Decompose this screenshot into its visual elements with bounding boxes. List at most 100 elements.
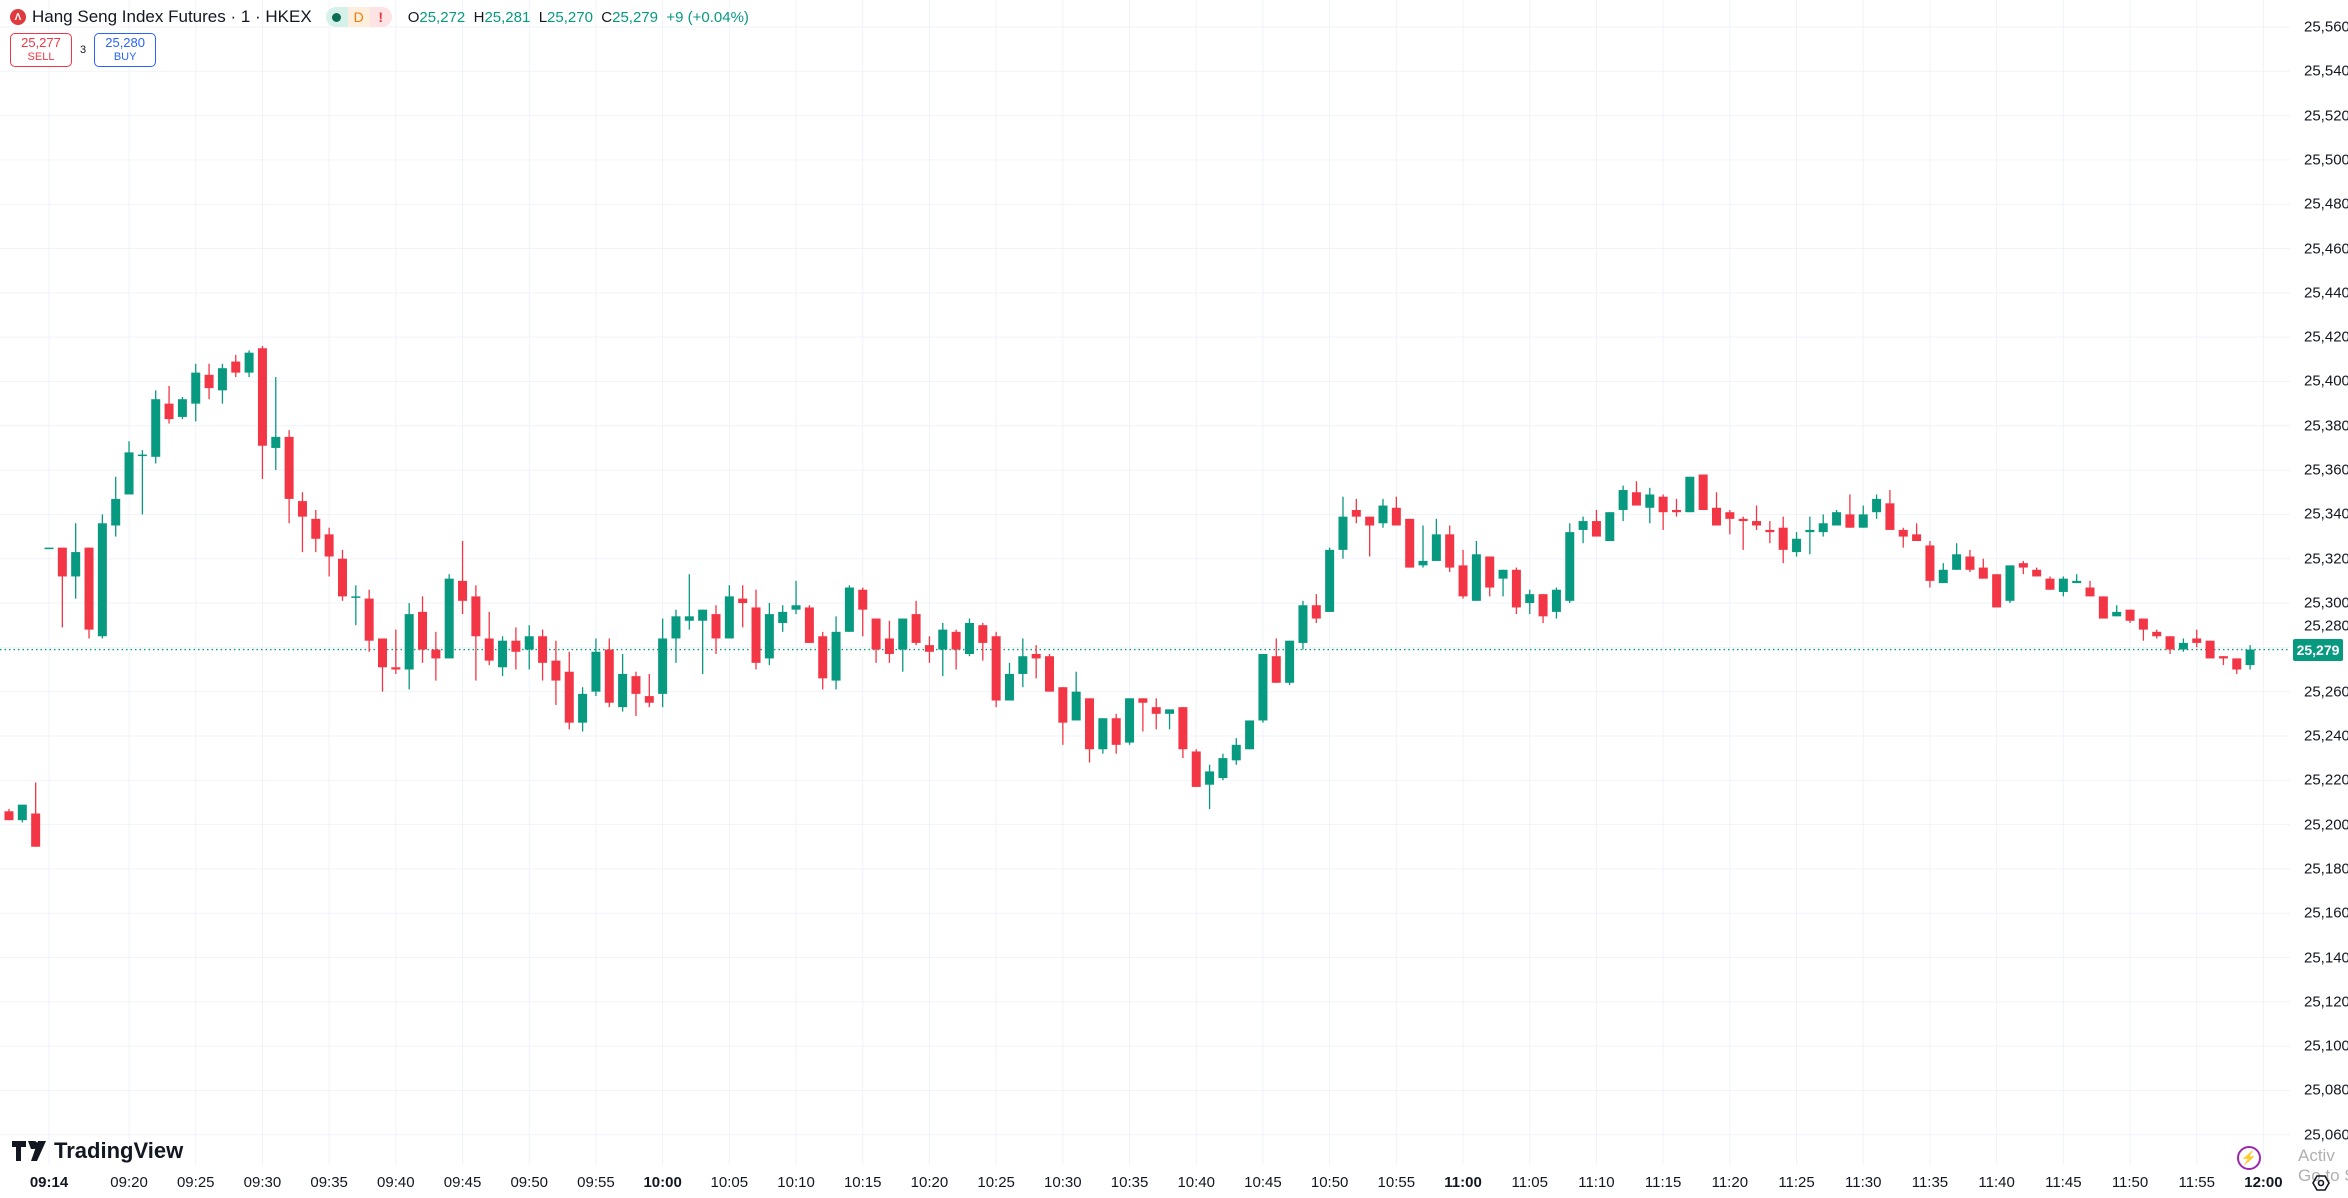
- candle-11:12[interactable]: [1618, 485, 1628, 522]
- candle-11:00[interactable]: [1458, 549, 1468, 599]
- candle-09:33[interactable]: [297, 492, 307, 553]
- candle-09:58[interactable]: [631, 671, 641, 717]
- candle-10:50[interactable]: [1325, 547, 1335, 612]
- candle-10:01[interactable]: [671, 609, 681, 663]
- candle-10:30[interactable]: [1058, 687, 1068, 745]
- candle-10:13[interactable]: [831, 616, 841, 690]
- candle-11:16[interactable]: [1671, 498, 1681, 517]
- candle-10:39[interactable]: [1178, 707, 1188, 759]
- candle-11:21[interactable]: [1738, 516, 1748, 550]
- candle-11:44[interactable]: [2045, 576, 2055, 590]
- candle-11:34[interactable]: [1912, 523, 1922, 541]
- candle-10:41[interactable]: [1205, 764, 1215, 810]
- candle-10:20[interactable]: [924, 636, 934, 663]
- candle-10:37[interactable]: [1151, 698, 1161, 730]
- candle-10:08[interactable]: [764, 603, 774, 666]
- candle-09:20[interactable]: [124, 441, 134, 495]
- warning-badge[interactable]: !: [369, 7, 392, 27]
- candle-09:31[interactable]: [271, 377, 281, 471]
- candle-09:14[interactable]: [44, 547, 54, 550]
- candle-11:58[interactable]: [2232, 658, 2242, 674]
- candle-11:24[interactable]: [1778, 516, 1788, 564]
- candle-11:47[interactable]: [2085, 580, 2095, 597]
- candle-09:54[interactable]: [578, 687, 588, 732]
- candle-11:23[interactable]: [1765, 521, 1775, 544]
- candle-11:19[interactable]: [1712, 492, 1721, 526]
- candle-11:37[interactable]: [1952, 543, 1962, 570]
- candle-11:32[interactable]: [1885, 490, 1895, 530]
- candle-10:00[interactable]: [658, 618, 668, 708]
- candle-10:25[interactable]: [991, 631, 1001, 708]
- candle-10:28[interactable]: [1031, 645, 1041, 679]
- candle-10:33[interactable]: [1098, 718, 1108, 754]
- candle-09:11[interactable]: [4, 809, 14, 821]
- candle-10:54[interactable]: [1378, 498, 1388, 528]
- candle-10:38[interactable]: [1165, 709, 1175, 730]
- candle-11:03[interactable]: [1498, 569, 1508, 597]
- candle-10:53[interactable]: [1365, 516, 1375, 557]
- candle-10:56[interactable]: [1405, 518, 1415, 568]
- candle-11:17[interactable]: [1685, 476, 1695, 513]
- candle-10:09[interactable]: [778, 605, 788, 632]
- candle-09:41[interactable]: [404, 603, 414, 690]
- candle-10:48[interactable]: [1298, 600, 1308, 650]
- candle-11:25[interactable]: [1792, 532, 1802, 557]
- candle-10:03[interactable]: [698, 609, 708, 674]
- candle-11:55[interactable]: [2192, 629, 2202, 648]
- candle-10:42[interactable]: [1218, 753, 1228, 781]
- candle-09:23[interactable]: [164, 385, 174, 424]
- candlestick-chart[interactable]: [0, 0, 2290, 1165]
- candle-11:28[interactable]: [1832, 509, 1842, 526]
- candle-09:43[interactable]: [431, 631, 441, 681]
- tradingview-logo[interactable]: TradingView: [12, 1138, 183, 1164]
- candle-10:36[interactable]: [1138, 698, 1148, 732]
- candle-10:47[interactable]: [1285, 640, 1295, 686]
- candle-10:44[interactable]: [1245, 720, 1255, 750]
- status-pills[interactable]: D !: [325, 7, 392, 27]
- candle-10:32[interactable]: [1085, 698, 1095, 763]
- candle-09:53[interactable]: [564, 651, 574, 730]
- candle-10:18[interactable]: [898, 618, 908, 672]
- candle-09:42[interactable]: [418, 596, 428, 663]
- candle-10:58[interactable]: [1431, 518, 1441, 561]
- candle-11:35[interactable]: [1925, 540, 1935, 588]
- candle-09:19[interactable]: [111, 476, 121, 537]
- candle-11:10[interactable]: [1591, 509, 1601, 537]
- candle-09:46[interactable]: [471, 585, 481, 681]
- candle-10:06[interactable]: [738, 585, 748, 628]
- candle-09:51[interactable]: [538, 629, 548, 681]
- candle-10:15[interactable]: [858, 587, 868, 637]
- candle-09:24[interactable]: [177, 396, 187, 420]
- candle-11:13[interactable]: [1631, 481, 1641, 506]
- candle-10:10[interactable]: [791, 580, 801, 615]
- candle-11:18[interactable]: [1698, 474, 1708, 510]
- candle-10:49[interactable]: [1311, 594, 1321, 623]
- candle-09:15[interactable]: [57, 547, 67, 628]
- candle-10:05[interactable]: [724, 585, 734, 639]
- candle-09:28[interactable]: [231, 354, 241, 378]
- candle-10:31[interactable]: [1071, 671, 1081, 721]
- candle-11:30[interactable]: [1858, 505, 1868, 528]
- candle-09:55[interactable]: [591, 638, 601, 697]
- candle-11:27[interactable]: [1818, 514, 1828, 537]
- candle-10:51[interactable]: [1338, 496, 1348, 559]
- candle-10:24[interactable]: [978, 622, 988, 661]
- candle-10:55[interactable]: [1391, 496, 1401, 526]
- sell-button[interactable]: 25,277 SELL: [10, 33, 72, 67]
- candle-11:07[interactable]: [1551, 587, 1561, 619]
- candle-09:47[interactable]: [484, 611, 494, 666]
- candle-10:57[interactable]: [1418, 525, 1428, 568]
- price-axis[interactable]: 25,560 25,540 25,520 25,500 25,480 25,460 25,4…: [2290, 0, 2348, 1165]
- candle-11:50[interactable]: [2125, 609, 2135, 623]
- candle-09:48[interactable]: [498, 636, 508, 677]
- candle-09:12[interactable]: [17, 804, 27, 823]
- candle-10:35[interactable]: [1125, 698, 1135, 745]
- candle-10:16[interactable]: [871, 618, 881, 663]
- candle-09:44[interactable]: [444, 574, 454, 659]
- candle-09:35[interactable]: [324, 527, 334, 577]
- candle-11:31[interactable]: [1872, 494, 1882, 519]
- candle-10:27[interactable]: [1018, 638, 1028, 688]
- candle-11:11[interactable]: [1605, 512, 1615, 541]
- candle-09:40[interactable]: [391, 629, 401, 674]
- candle-10:19[interactable]: [911, 600, 921, 646]
